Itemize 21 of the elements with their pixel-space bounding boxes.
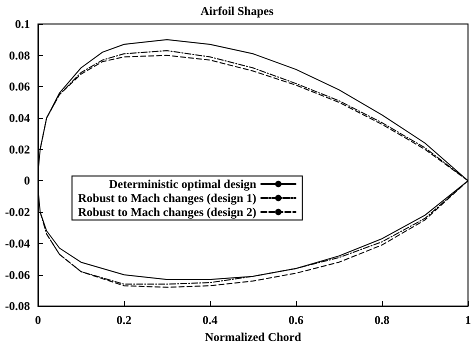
y-tick-label: 0.1 <box>15 17 30 31</box>
x-tick-label: 1 <box>465 313 471 328</box>
y-tick-label: 0.08 <box>9 48 30 62</box>
x-tick-label: 0 <box>35 313 41 328</box>
chart-title: Airfoil Shapes <box>200 4 274 18</box>
x-axis-title: Normalized Chord <box>204 330 302 344</box>
y-tick-label: 0.06 <box>9 80 30 94</box>
x-tick-label: 0.8 <box>374 313 390 328</box>
legend-label: Robust to Mach changes (design 1) <box>78 191 256 205</box>
x-tick-label: 0.6 <box>288 313 304 328</box>
x-tick-label: 0.2 <box>116 313 132 328</box>
y-tick-label: -0.04 <box>5 236 30 250</box>
legend-label: Deterministic optimal design <box>109 177 257 191</box>
x-tick-label: 0.4 <box>202 313 218 328</box>
y-tick-label: 0.02 <box>9 142 30 156</box>
y-tick-label: 0 <box>24 174 30 188</box>
y-tick-label: 0.04 <box>9 111 30 126</box>
y-tick-label: -0.02 <box>5 205 30 220</box>
y-tick-label: -0.06 <box>5 268 30 282</box>
legend-label: Robust to Mach changes (design 2) <box>78 205 256 219</box>
y-tick-label: -0.08 <box>5 299 30 314</box>
